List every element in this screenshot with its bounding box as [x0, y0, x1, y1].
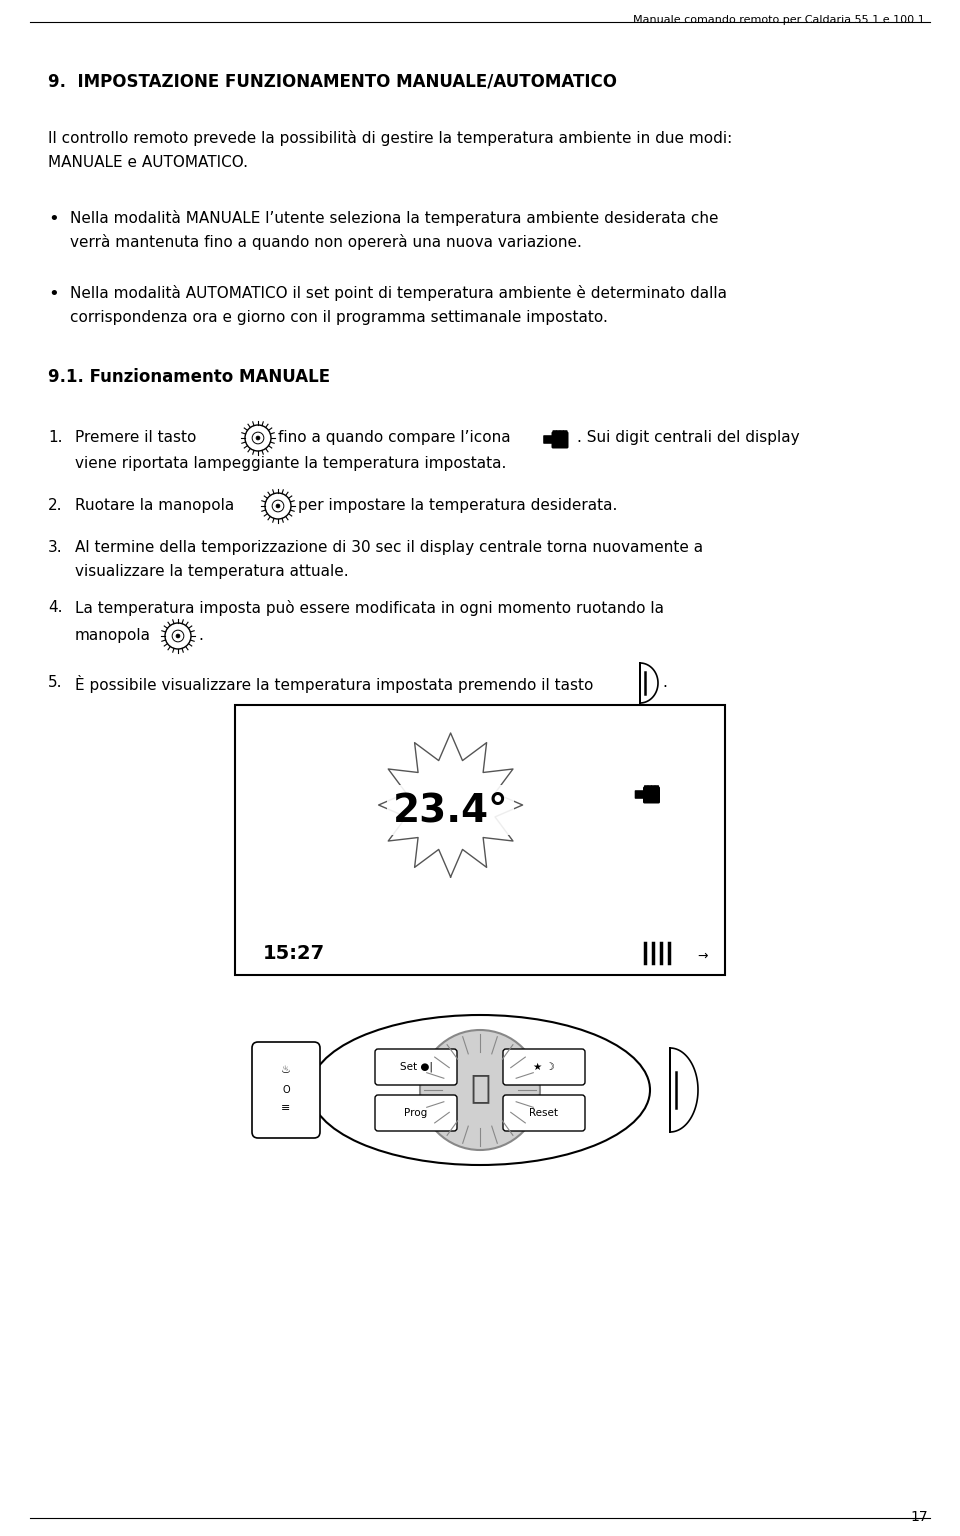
Text: 3.: 3. — [48, 541, 62, 554]
Text: Nella modalità AUTOMATICO il set point di temperatura ambiente è determinato dal: Nella modalità AUTOMATICO il set point d… — [70, 286, 727, 301]
Text: corrispondenza ora e giorno con il programma settimanale impostato.: corrispondenza ora e giorno con il progr… — [70, 310, 608, 326]
Text: 17: 17 — [910, 1510, 928, 1524]
Text: 9.1. Funzionamento MANUALE: 9.1. Funzionamento MANUALE — [48, 369, 330, 386]
Text: Al termine della temporizzazione di 30 sec il display centrale torna nuovamente : Al termine della temporizzazione di 30 s… — [75, 541, 703, 554]
Circle shape — [276, 504, 280, 508]
Text: Reset: Reset — [530, 1107, 559, 1118]
Text: O: O — [282, 1084, 290, 1095]
FancyBboxPatch shape — [651, 785, 656, 797]
FancyBboxPatch shape — [643, 786, 660, 803]
Text: 9.  IMPOSTAZIONE FUNZIONAMENTO MANUALE/AUTOMATICO: 9. IMPOSTAZIONE FUNZIONAMENTO MANUALE/AU… — [48, 72, 617, 91]
Text: .: . — [198, 628, 203, 644]
Text: MANUALE e AUTOMATICO.: MANUALE e AUTOMATICO. — [48, 155, 248, 170]
Text: ♨: ♨ — [281, 1064, 291, 1075]
FancyBboxPatch shape — [375, 1049, 457, 1084]
Text: 5.: 5. — [48, 674, 62, 690]
Text: Prog: Prog — [404, 1107, 427, 1118]
FancyBboxPatch shape — [563, 430, 567, 442]
Circle shape — [252, 432, 264, 444]
FancyBboxPatch shape — [503, 1095, 585, 1130]
Circle shape — [172, 630, 184, 642]
Text: ≡: ≡ — [281, 1103, 291, 1114]
Text: ✋: ✋ — [470, 1072, 490, 1104]
Ellipse shape — [310, 1015, 650, 1164]
Text: 23.4°: 23.4° — [393, 791, 509, 829]
Polygon shape — [670, 1048, 698, 1132]
Text: fino a quando compare l’icona: fino a quando compare l’icona — [278, 430, 511, 445]
Text: viene riportata lampeggiante la temperatura impostata.: viene riportata lampeggiante la temperat… — [75, 456, 506, 472]
Text: 1.: 1. — [48, 430, 62, 445]
Circle shape — [272, 501, 284, 511]
FancyBboxPatch shape — [375, 1095, 457, 1130]
Text: Nella modalità MANUALE l’utente seleziona la temperatura ambiente desiderata che: Nella modalità MANUALE l’utente selezion… — [70, 210, 718, 226]
FancyBboxPatch shape — [252, 1041, 320, 1138]
FancyBboxPatch shape — [552, 430, 557, 442]
Text: 4.: 4. — [48, 601, 62, 614]
FancyBboxPatch shape — [560, 430, 564, 442]
Text: 15:27: 15:27 — [263, 945, 325, 963]
Ellipse shape — [420, 1031, 540, 1150]
Circle shape — [256, 436, 260, 439]
Text: •: • — [48, 286, 59, 303]
Text: Premere il tasto: Premere il tasto — [75, 430, 197, 445]
Polygon shape — [640, 664, 658, 703]
Text: .: . — [662, 674, 667, 690]
Text: . Sui digit centrali del display: . Sui digit centrali del display — [577, 430, 800, 445]
Text: È possibile visualizzare la temperatura impostata premendo il tasto: È possibile visualizzare la temperatura … — [75, 674, 593, 693]
Text: ★ ☽: ★ ☽ — [533, 1061, 555, 1072]
FancyBboxPatch shape — [647, 785, 652, 797]
Circle shape — [245, 425, 271, 452]
FancyBboxPatch shape — [635, 790, 644, 799]
FancyBboxPatch shape — [644, 785, 649, 797]
Text: →: → — [697, 949, 708, 963]
Circle shape — [176, 634, 180, 637]
Circle shape — [165, 624, 191, 650]
Text: Manuale comando remoto per Caldaria 55.1 e 100.1: Manuale comando remoto per Caldaria 55.1… — [634, 15, 925, 25]
FancyBboxPatch shape — [503, 1049, 585, 1084]
FancyBboxPatch shape — [551, 432, 568, 449]
FancyBboxPatch shape — [655, 785, 660, 797]
Text: La temperatura imposta può essere modificata in ogni momento ruotando la: La temperatura imposta può essere modifi… — [75, 601, 664, 616]
FancyBboxPatch shape — [556, 430, 561, 442]
Circle shape — [265, 493, 291, 519]
Text: verrà mantenuta fino a quando non opererà una nuova variazione.: verrà mantenuta fino a quando non operer… — [70, 233, 582, 250]
FancyBboxPatch shape — [235, 705, 725, 975]
Text: 2.: 2. — [48, 498, 62, 513]
FancyBboxPatch shape — [543, 435, 553, 444]
Text: visualizzare la temperatura attuale.: visualizzare la temperatura attuale. — [75, 564, 348, 579]
Text: •: • — [48, 210, 59, 227]
Text: manopola: manopola — [75, 628, 151, 644]
Text: per impostare la temperatura desiderata.: per impostare la temperatura desiderata. — [298, 498, 617, 513]
Text: Ruotare la manopola: Ruotare la manopola — [75, 498, 234, 513]
Text: Il controllo remoto prevede la possibilità di gestire la temperatura ambiente in: Il controllo remoto prevede la possibili… — [48, 131, 732, 146]
Text: Set ●|: Set ●| — [399, 1061, 433, 1072]
